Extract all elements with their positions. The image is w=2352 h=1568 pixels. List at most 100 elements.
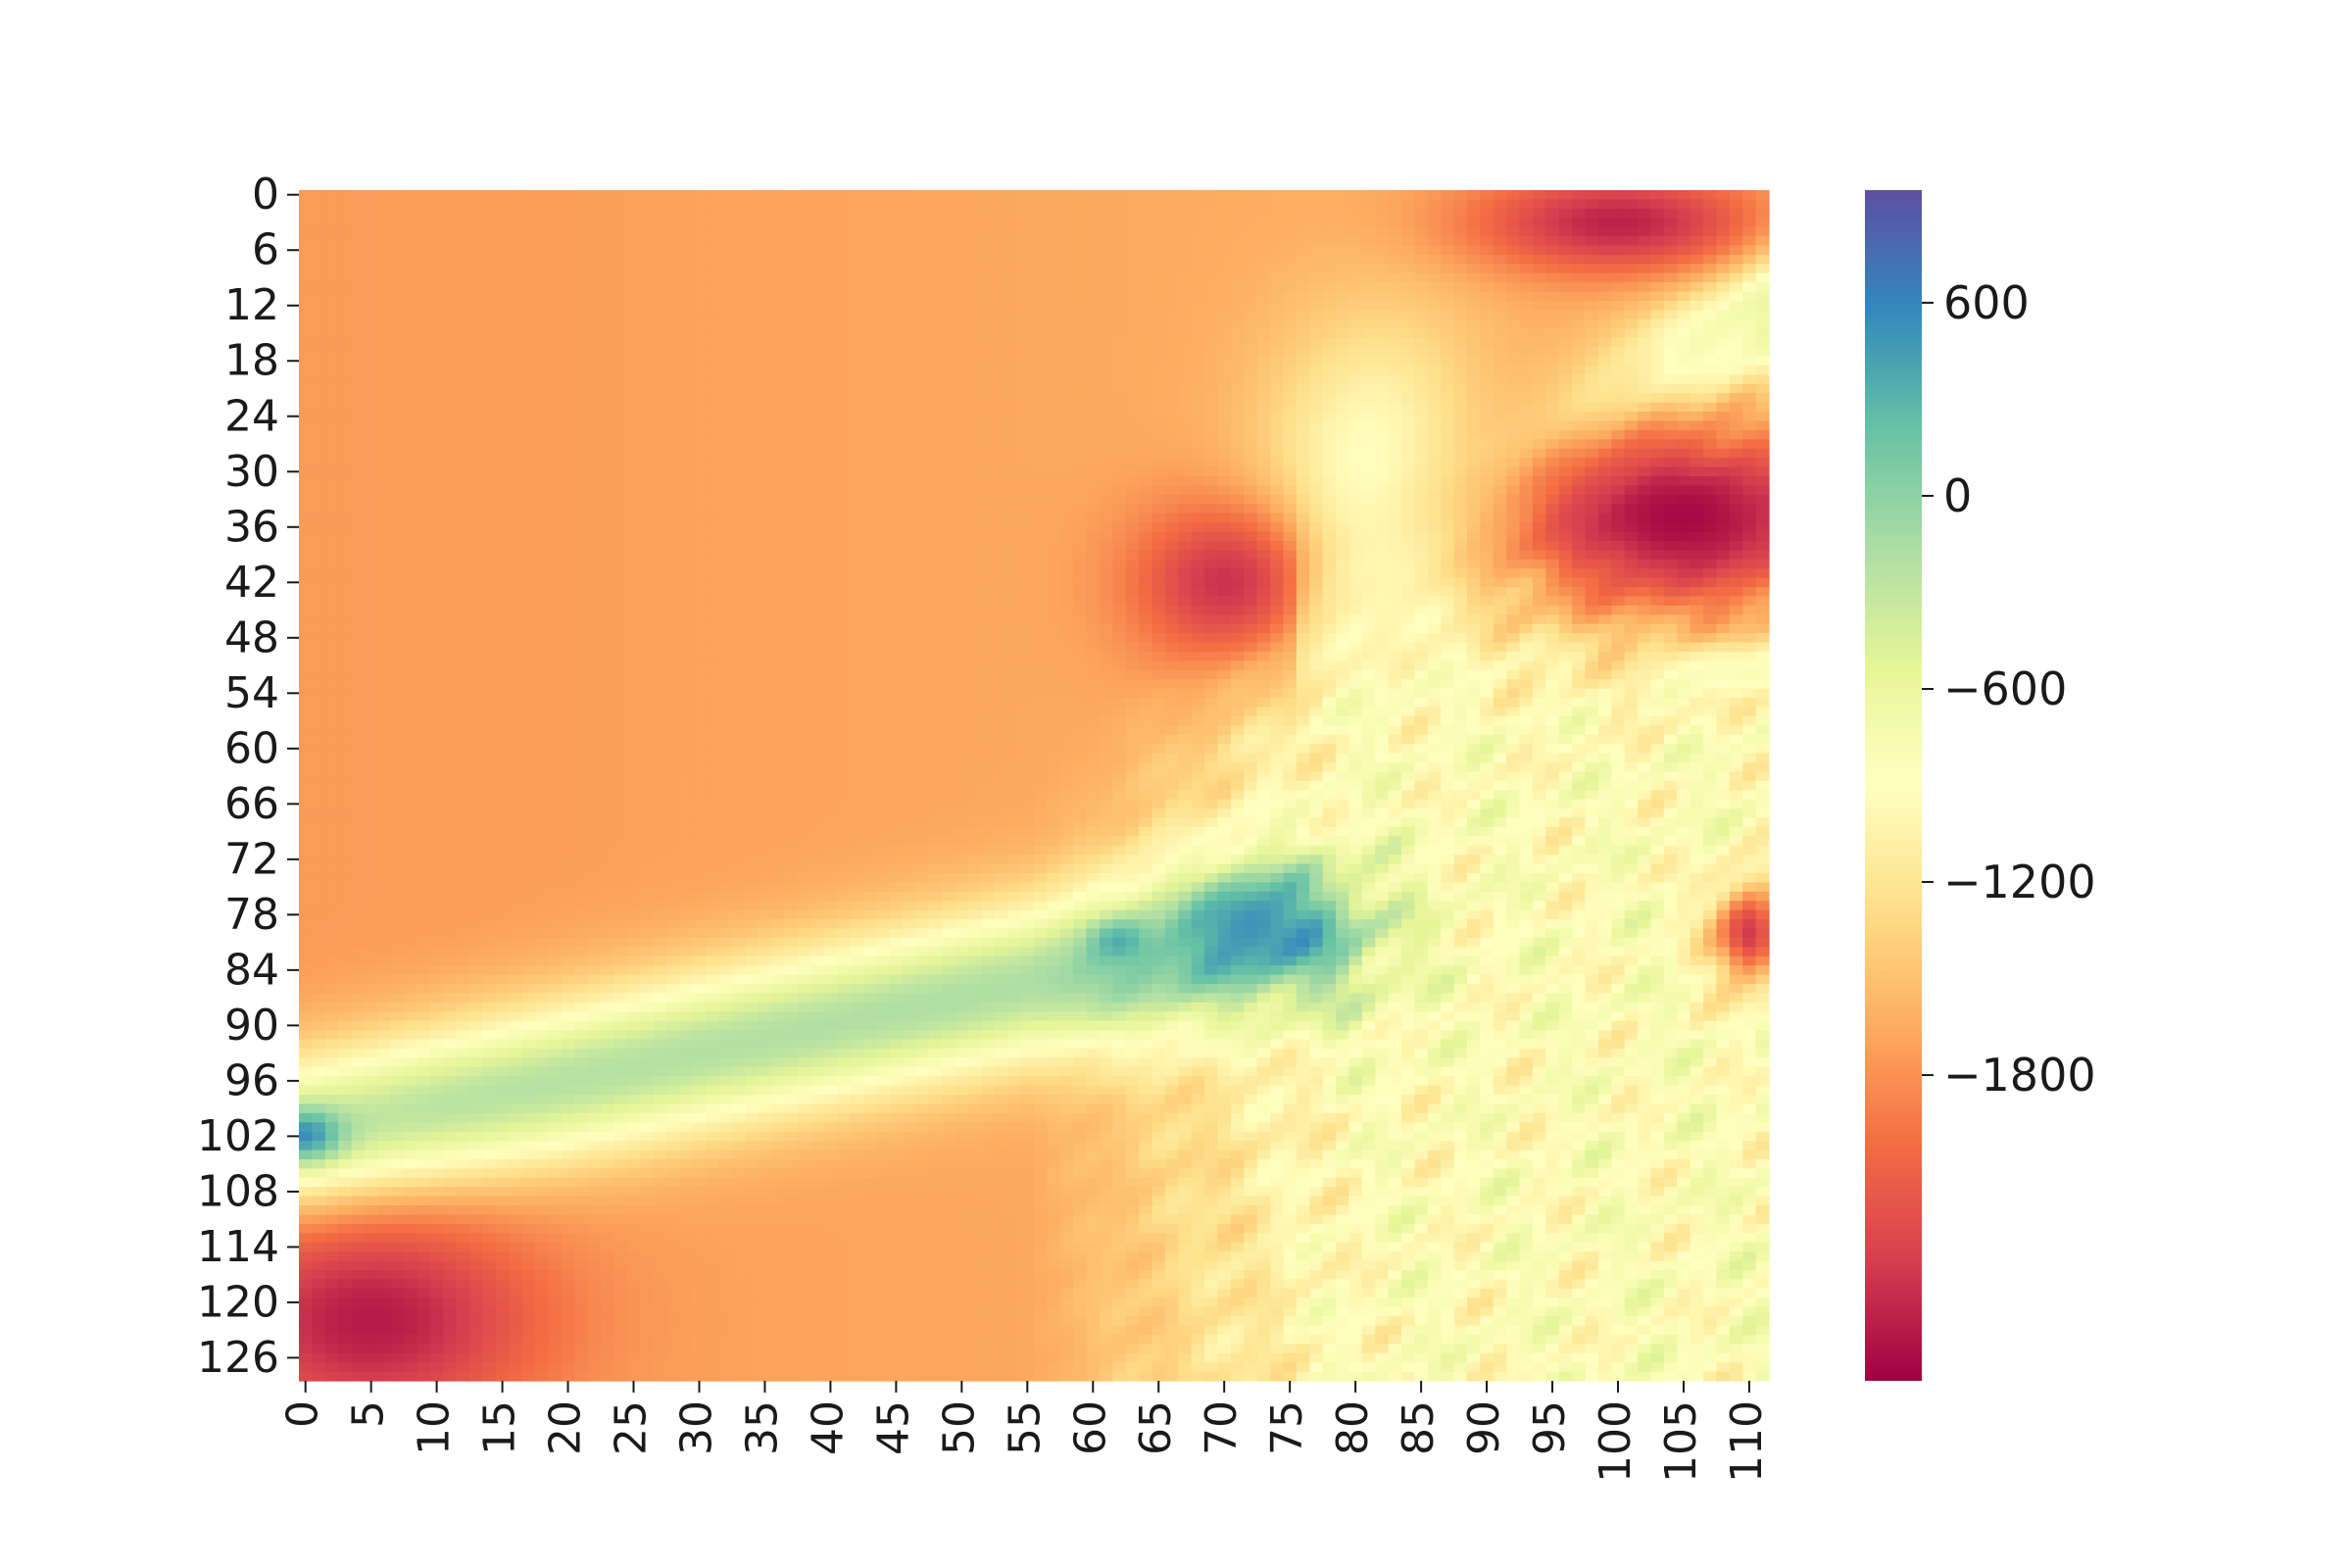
heatmap-cell	[837, 587, 852, 598]
heatmap-cell	[994, 337, 1008, 348]
heatmap-cell	[1638, 475, 1652, 486]
heatmap-cell	[1139, 475, 1153, 486]
heatmap-cell	[1453, 568, 1468, 579]
heatmap-cell	[1178, 383, 1193, 394]
heatmap-cell	[1112, 208, 1127, 219]
heatmap-cell	[1690, 226, 1704, 237]
heatmap-cell	[416, 402, 431, 413]
heatmap-cell	[1139, 236, 1153, 247]
heatmap-cell	[968, 393, 983, 404]
heatmap-cell	[1178, 458, 1193, 468]
heatmap-cell	[1506, 513, 1521, 523]
heatmap-cell	[731, 420, 746, 431]
heatmap-cell	[679, 318, 694, 329]
heatmap-cell	[601, 282, 615, 293]
heatmap-cell	[601, 504, 615, 514]
heatmap-cell	[731, 318, 746, 329]
heatmap-cell	[1217, 218, 1232, 228]
heatmap-cell	[1020, 485, 1035, 496]
heatmap-cell	[942, 282, 956, 293]
heatmap-cell	[495, 448, 510, 459]
heatmap-cell	[1506, 568, 1521, 579]
heatmap-cell	[1506, 301, 1521, 312]
heatmap-cell	[1519, 272, 1534, 283]
heatmap-cell	[324, 190, 339, 201]
heatmap-cell	[1178, 393, 1193, 404]
heatmap-cell	[521, 531, 536, 542]
heatmap-cell	[1178, 282, 1193, 293]
heatmap-cell	[469, 550, 484, 561]
heatmap-cell	[521, 272, 536, 283]
heatmap-cell	[1099, 577, 1113, 588]
heatmap-cell	[758, 282, 772, 293]
heatmap-cell	[889, 226, 904, 237]
heatmap-cell	[1703, 199, 1718, 210]
heatmap-cell	[1466, 466, 1481, 477]
heatmap-cell	[1519, 218, 1534, 228]
heatmap-cell	[1361, 522, 1376, 533]
heatmap-cell	[364, 475, 378, 486]
heatmap-cell	[1230, 522, 1245, 533]
heatmap-cell	[364, 254, 378, 265]
heatmap-cell	[548, 429, 563, 440]
heatmap-cell	[1650, 429, 1665, 440]
heatmap-cell	[653, 236, 667, 247]
heatmap-cell	[1112, 383, 1127, 394]
heatmap-cell	[1466, 291, 1481, 302]
heatmap-cell	[994, 596, 1008, 607]
heatmap-cell	[1336, 559, 1350, 569]
heatmap-cell	[771, 475, 786, 486]
heatmap-cell	[1414, 559, 1429, 569]
heatmap-cell	[1466, 356, 1481, 367]
heatmap-cell	[626, 475, 641, 486]
heatmap-cell	[377, 559, 392, 569]
heatmap-cell	[1309, 264, 1324, 274]
heatmap-cell	[955, 568, 969, 579]
heatmap-cell	[731, 448, 746, 459]
heatmap-cell	[1034, 272, 1048, 283]
heatmap-cell	[1059, 587, 1074, 598]
heatmap-cell	[1690, 504, 1704, 514]
heatmap-cell	[1020, 264, 1035, 274]
heatmap-cell	[1650, 218, 1665, 228]
heatmap-cell	[771, 420, 786, 431]
heatmap-cell	[1545, 522, 1560, 533]
heatmap-cell	[1401, 522, 1415, 533]
heatmap-cell	[574, 577, 589, 588]
heatmap-cell	[889, 568, 904, 579]
heatmap-cell	[758, 365, 772, 375]
heatmap-cell	[679, 272, 694, 283]
heatmap-cell	[390, 513, 405, 523]
heatmap-cell	[889, 412, 904, 422]
heatmap-cell	[312, 245, 326, 256]
heatmap-cell	[1020, 550, 1035, 561]
heatmap-cell	[416, 337, 431, 348]
heatmap-cell	[850, 439, 864, 450]
heatmap-cell	[1099, 522, 1113, 533]
heatmap-cell	[653, 337, 667, 348]
heatmap-cell	[312, 282, 326, 293]
heatmap-cell	[1230, 458, 1245, 468]
heatmap-cell	[1047, 393, 1061, 404]
heatmap-cell	[456, 365, 470, 375]
heatmap-cell	[706, 577, 720, 588]
heatmap-cell	[299, 356, 313, 367]
heatmap-cell	[1086, 301, 1101, 312]
heatmap-cell	[1690, 199, 1704, 210]
heatmap-cell	[862, 475, 877, 486]
heatmap-cell	[482, 356, 497, 367]
heatmap-cell	[653, 301, 667, 312]
heatmap-cell	[823, 328, 838, 339]
heatmap-cell	[1020, 513, 1035, 523]
heatmap-cell	[771, 448, 786, 459]
heatmap-cell	[928, 412, 943, 422]
heatmap-cell	[745, 236, 760, 247]
heatmap-cell	[324, 291, 339, 302]
heatmap-cell	[561, 337, 575, 348]
heatmap-cell	[1401, 550, 1415, 561]
heatmap-cell	[561, 264, 575, 274]
heatmap-cell	[1703, 347, 1718, 358]
heatmap-cell	[1638, 374, 1652, 385]
heatmap-cell	[837, 383, 852, 394]
heatmap-cell	[1256, 245, 1271, 256]
